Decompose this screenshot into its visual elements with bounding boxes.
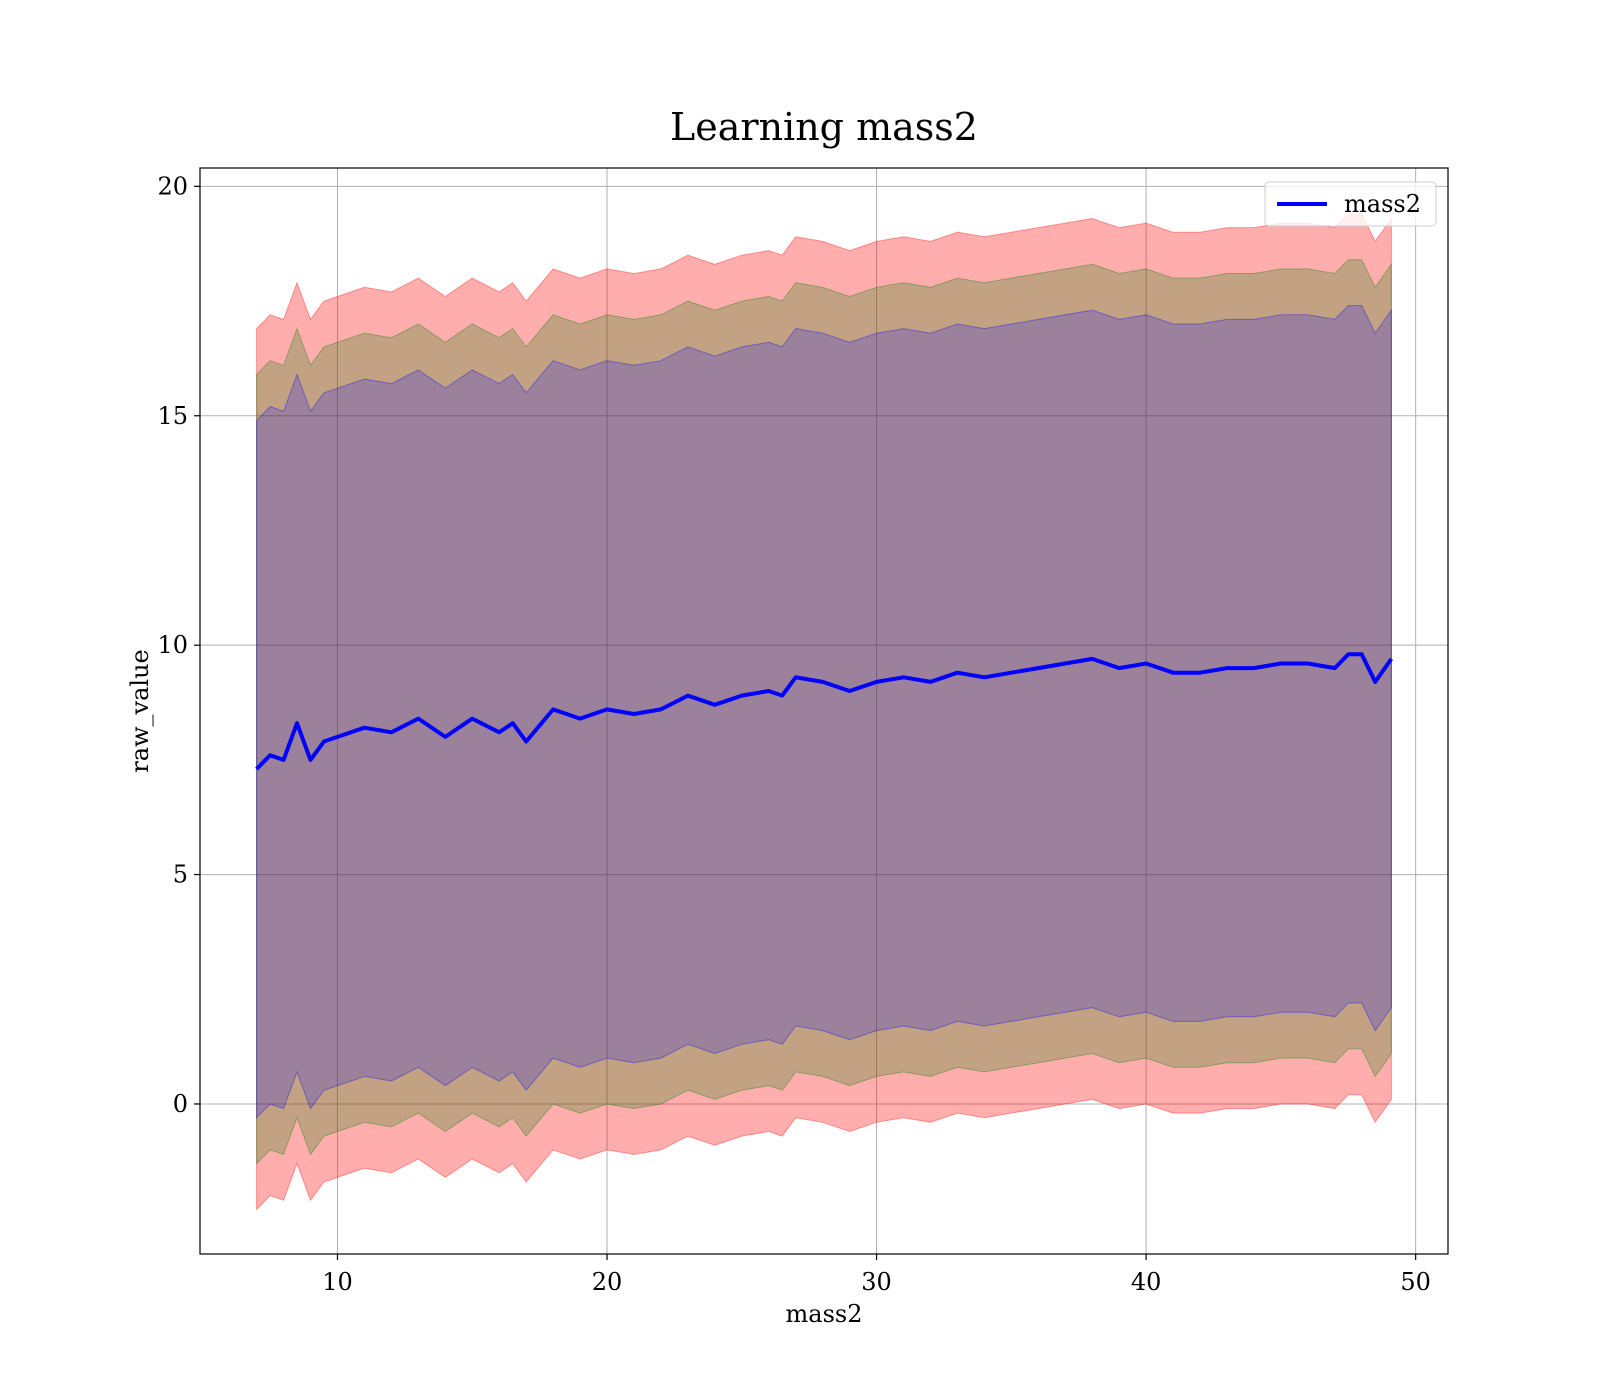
band-inner: [256, 305, 1392, 1119]
legend: mass2: [1264, 181, 1437, 227]
grid-lines: [200, 168, 1448, 1254]
x-tick-label: 20: [592, 1268, 623, 1296]
y-tick-label: 0: [173, 1090, 188, 1118]
y-tick-label: 5: [173, 861, 188, 889]
y-tick-label: 15: [157, 402, 188, 430]
x-tick-label: 50: [1400, 1268, 1431, 1296]
x-axis-label: mass2: [786, 1300, 863, 1328]
x-tick-label: 40: [1131, 1268, 1162, 1296]
plot-frame: [199, 167, 1449, 1255]
legend-label-mass2: mass2: [1344, 190, 1421, 218]
band-middle: [256, 259, 1392, 1165]
band-outer: [256, 213, 1392, 1211]
confidence-bands: [256, 213, 1392, 1211]
legend-box: [1264, 181, 1437, 227]
y-tick-label: 20: [157, 172, 188, 200]
y-tick-label: 10: [157, 631, 188, 659]
series-line-mass2: [255, 652, 1394, 771]
x-tick-label: 30: [861, 1268, 892, 1296]
series-lines: [255, 652, 1394, 771]
y-axis-label: raw_value: [126, 649, 154, 773]
x-tick-label: 10: [322, 1268, 353, 1296]
chart-title: Learning mass2: [670, 105, 978, 149]
axis-ticks: 10 20 30 40 50 0 5 10 15 20: [157, 172, 1430, 1296]
